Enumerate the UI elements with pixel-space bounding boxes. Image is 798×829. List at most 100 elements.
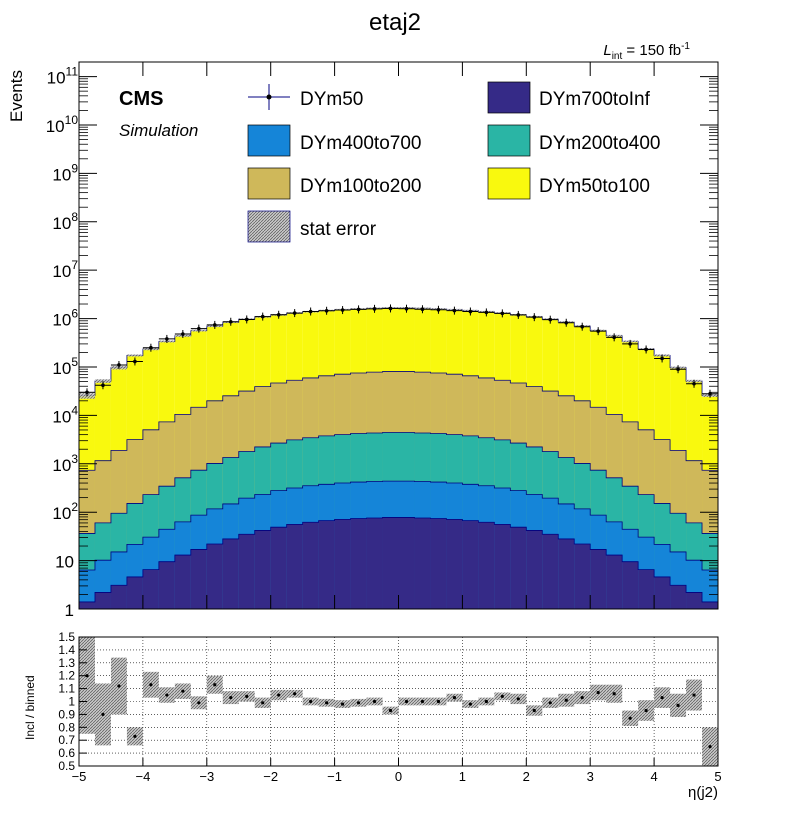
data-point-3 xyxy=(126,357,143,366)
legend-label-dym100to200: DYm100to200 xyxy=(300,176,421,197)
x-tick-label-4: −1 xyxy=(327,769,342,784)
legend-swatch-dym400to700 xyxy=(247,124,291,157)
x-tick-label-1: −4 xyxy=(135,769,150,784)
stack-outline-dym200to400 xyxy=(78,432,719,609)
ratio-y-tick-label-10: 1.5 xyxy=(58,630,75,644)
data-point-20 xyxy=(398,304,415,313)
stack-bar-dym700toinf-17 xyxy=(350,518,367,609)
stack-bar-dym700toinf-24 xyxy=(462,520,479,609)
data-point-35 xyxy=(638,345,655,354)
ratio-point-20 xyxy=(404,699,409,704)
data-point-21 xyxy=(414,305,431,314)
ratio-point-17 xyxy=(356,701,361,705)
ratio-point-14 xyxy=(309,699,313,704)
stack-bar-dym700toinf-14 xyxy=(302,522,319,609)
legend-entry-stat-error: stat error xyxy=(247,210,377,243)
legend-label-dym200to400: DYm200to400 xyxy=(539,133,660,154)
main-x-ticks xyxy=(78,62,719,609)
stack-bar-dym700toinf-37 xyxy=(670,585,687,609)
stack-bar-dym700toinf-19 xyxy=(382,517,399,609)
ratio-point-13 xyxy=(293,692,297,696)
main-data-layer xyxy=(79,304,718,398)
data-point-6 xyxy=(174,330,191,339)
ratio-point-30 xyxy=(564,698,568,702)
legend-entry-dym50to100: DYm50to100 xyxy=(487,167,650,200)
ratio-y-tick-label-0: 0.5 xyxy=(58,759,75,773)
stack-outline-dym700toinf xyxy=(78,517,719,609)
y-tick-label-1: 10 xyxy=(55,553,74,572)
stack-bar-dym700toinf-21 xyxy=(414,517,431,609)
data-point-22 xyxy=(430,305,447,314)
ratio-y-axis-label: Incl / binned xyxy=(23,675,37,740)
data-point-37 xyxy=(670,365,687,374)
data-point-1 xyxy=(94,381,111,390)
stack-bar-dym700toinf-3 xyxy=(126,576,143,609)
ratio-point-19 xyxy=(388,708,393,713)
x-tick-label-5: 0 xyxy=(395,769,402,784)
ratio-point-38 xyxy=(692,693,696,697)
stack-bar-dym700toinf-9 xyxy=(222,538,239,609)
y-tick-label-8: 108 xyxy=(52,210,78,233)
legend-entry-dym50: DYm50 xyxy=(248,84,363,110)
x-tick-label-8: 3 xyxy=(587,769,594,784)
ratio-point-32 xyxy=(596,690,600,695)
x-axis-label: η(j2) xyxy=(688,784,718,801)
stack-bar-dym700toinf-34 xyxy=(622,561,639,609)
y-tick-label-4: 104 xyxy=(52,403,78,426)
y-tick-label-10: 1010 xyxy=(46,113,79,136)
data-point-23 xyxy=(446,306,463,315)
stat-error-band-1 xyxy=(94,379,111,384)
ratio-y-axis: 0.50.60.70.80.911.11.21.31.41.5 xyxy=(58,630,87,773)
data-point-28 xyxy=(526,313,543,322)
data-point-12 xyxy=(270,310,287,319)
ratio-point-29 xyxy=(548,701,552,705)
data-point-32 xyxy=(590,327,607,336)
ratio-point-24 xyxy=(468,702,472,706)
data-point-2 xyxy=(110,360,127,369)
x-tick-label-9: 4 xyxy=(650,769,657,784)
ratio-point-28 xyxy=(532,708,536,713)
ratio-point-31 xyxy=(580,696,584,700)
ratio-point-16 xyxy=(340,702,345,706)
data-point-5 xyxy=(158,334,175,343)
ratio-y-tick-label-4: 0.9 xyxy=(58,707,75,721)
x-tick-label-10: 5 xyxy=(714,769,721,784)
stack-bar-dym700toinf-5 xyxy=(158,561,175,609)
data-point-4 xyxy=(142,343,159,352)
data-point-13 xyxy=(286,309,303,318)
stack-outline-dym100to200 xyxy=(78,371,719,609)
legend-label-stat-error: stat error xyxy=(300,219,377,240)
ratio-point-36 xyxy=(660,696,664,700)
ratio-point-7 xyxy=(197,701,201,705)
data-point-34 xyxy=(622,339,639,348)
ratio-data-layer xyxy=(85,674,712,749)
stack-bar-dym700toinf-23 xyxy=(446,519,463,609)
stack-bar-dym700toinf-11 xyxy=(254,530,271,609)
stack-outline-dym400to700 xyxy=(78,480,719,609)
x-tick-label-0: −5 xyxy=(72,769,87,784)
ratio-y-tick-label-1: 0.6 xyxy=(58,746,75,760)
ratio-point-21 xyxy=(420,699,425,704)
ratio-point-1 xyxy=(101,712,105,717)
stack-bar-dym700toinf-6 xyxy=(174,555,191,609)
ratio-point-25 xyxy=(484,699,488,704)
data-point-8 xyxy=(206,320,223,329)
legend-label-dym700toinf: DYm700toInf xyxy=(539,89,651,110)
ratio-point-6 xyxy=(181,689,185,693)
ratio-point-39 xyxy=(708,745,712,749)
stack-bar-dym700toinf-31 xyxy=(574,544,591,609)
ratio-point-3 xyxy=(133,734,137,738)
ratio-point-23 xyxy=(452,696,457,700)
ratio-point-4 xyxy=(149,683,153,687)
ratio-point-12 xyxy=(277,693,281,697)
ratio-point-22 xyxy=(436,699,441,704)
data-point-7 xyxy=(190,324,207,333)
stack-bar-dym700toinf-4 xyxy=(142,569,159,609)
data-point-27 xyxy=(510,310,527,319)
stack-bar-dym700toinf-18 xyxy=(366,517,383,609)
y-tick-label-5: 105 xyxy=(52,355,78,378)
y-tick-label-9: 109 xyxy=(52,161,78,184)
ratio-point-33 xyxy=(612,692,616,696)
x-tick-label-7: 2 xyxy=(523,769,530,784)
